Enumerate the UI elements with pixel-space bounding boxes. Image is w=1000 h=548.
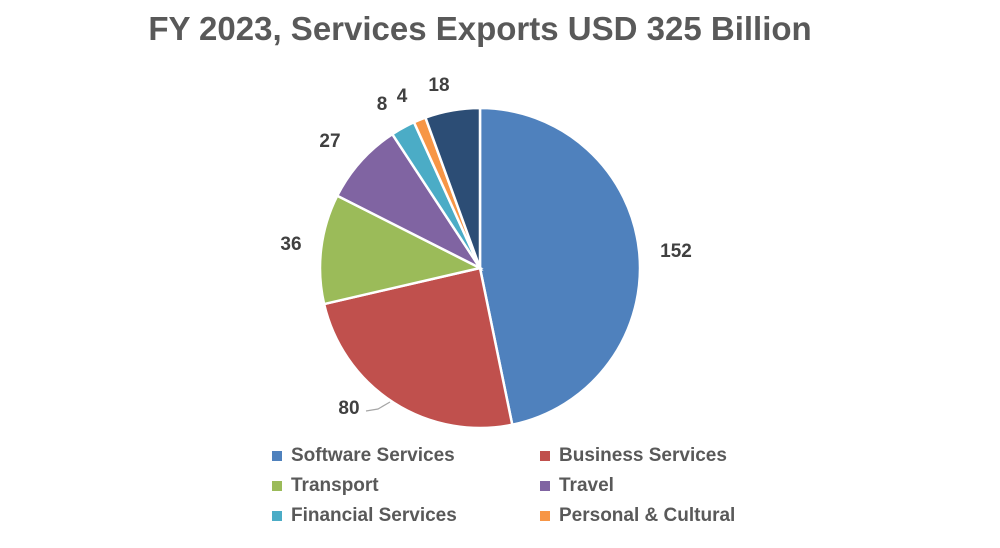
pie-slice [318,194,484,306]
legend-swatch [540,451,550,461]
legend-swatch [272,481,282,491]
legend-item: Transport [272,475,379,497]
chart-title: FY 2023, Services Exports USD 325 Billio… [148,10,812,47]
data-label: 4 [397,86,408,107]
legend-label: Travel [559,475,614,496]
data-label: 8 [377,94,388,115]
data-label: 27 [319,131,340,152]
legend-swatch [272,511,282,521]
data-label: 36 [280,234,301,255]
data-label: 80 [338,398,359,419]
legend-label: Personal & Cultural [559,505,736,526]
legend-label: Business Services [559,445,727,466]
legend-item: Travel [540,475,614,497]
legend-swatch [272,451,282,461]
pie-slice [322,266,514,430]
legend-item: Financial Services [272,505,457,527]
legend-label: Software Services [291,445,455,466]
legend-item: Software Services [272,445,455,467]
data-label: 152 [660,241,692,262]
data-label: 18 [428,75,449,96]
legend-item: Personal & Cultural [540,505,735,527]
pie-slice [478,106,642,427]
leader-line [365,401,391,412]
legend-label: Financial Services [291,505,457,526]
legend-item: Business Services [540,445,727,467]
legend-label: Transport [291,475,379,496]
legend-swatch [540,511,550,521]
legend-swatch [540,481,550,491]
pie-slice [423,106,482,269]
